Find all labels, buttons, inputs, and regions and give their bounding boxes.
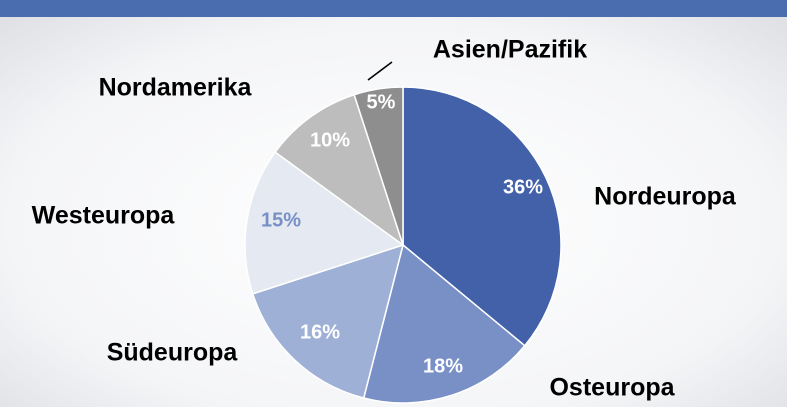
category-label: Osteuropa	[549, 374, 675, 402]
data-label: 15%	[261, 209, 301, 231]
pie	[244, 86, 562, 404]
category-label: Nordamerika	[99, 74, 253, 102]
data-label: 5%	[367, 91, 396, 113]
pie-slice	[362, 243, 526, 404]
category-label: Westeuropa	[32, 202, 176, 230]
pie-slice	[251, 243, 405, 399]
pie-slice	[274, 93, 405, 247]
data-label: 16%	[300, 321, 340, 343]
leader-line	[367, 61, 393, 81]
pie-slice	[402, 86, 562, 347]
header-band	[0, 0, 787, 17]
pie-slice	[244, 151, 405, 295]
data-label: 10%	[310, 129, 350, 151]
category-label: Südeuropa	[107, 339, 239, 367]
pie-slice	[353, 86, 404, 246]
category-label: Nordeuropa	[594, 183, 737, 211]
category-label: Asien/Pazifik	[433, 36, 587, 64]
data-label: 18%	[423, 355, 463, 377]
data-label: 36%	[503, 176, 543, 198]
